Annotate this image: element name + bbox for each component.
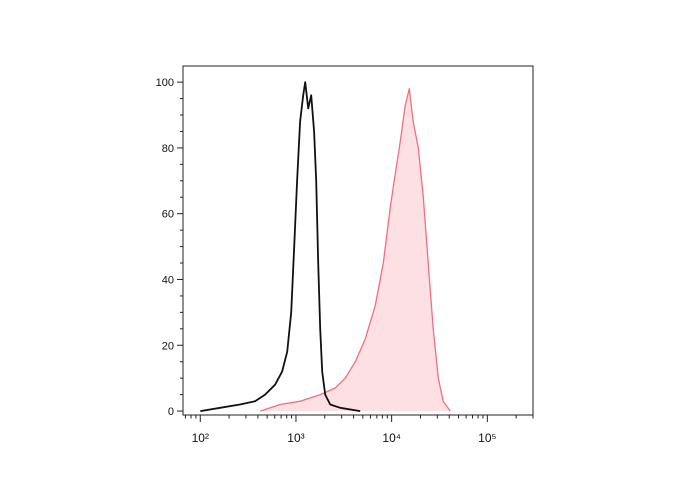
line <box>200 81 361 412</box>
x-tick-label: 10⁴ <box>382 431 401 445</box>
x-tick-label: 10³ <box>287 431 304 445</box>
y-tick-label: 100 <box>156 77 174 89</box>
y-tick-label: 60 <box>162 209 174 221</box>
y-tick-label: 80 <box>162 143 174 155</box>
x-tick-label: 10² <box>192 431 209 445</box>
plot-frame <box>182 65 534 416</box>
line <box>259 88 451 412</box>
x-tick-label: 10⁵ <box>478 431 496 445</box>
y-tick-label: 0 <box>168 406 174 418</box>
y-tick-label: 20 <box>162 340 174 352</box>
area <box>260 88 451 412</box>
y-tick-label: 40 <box>162 274 174 286</box>
